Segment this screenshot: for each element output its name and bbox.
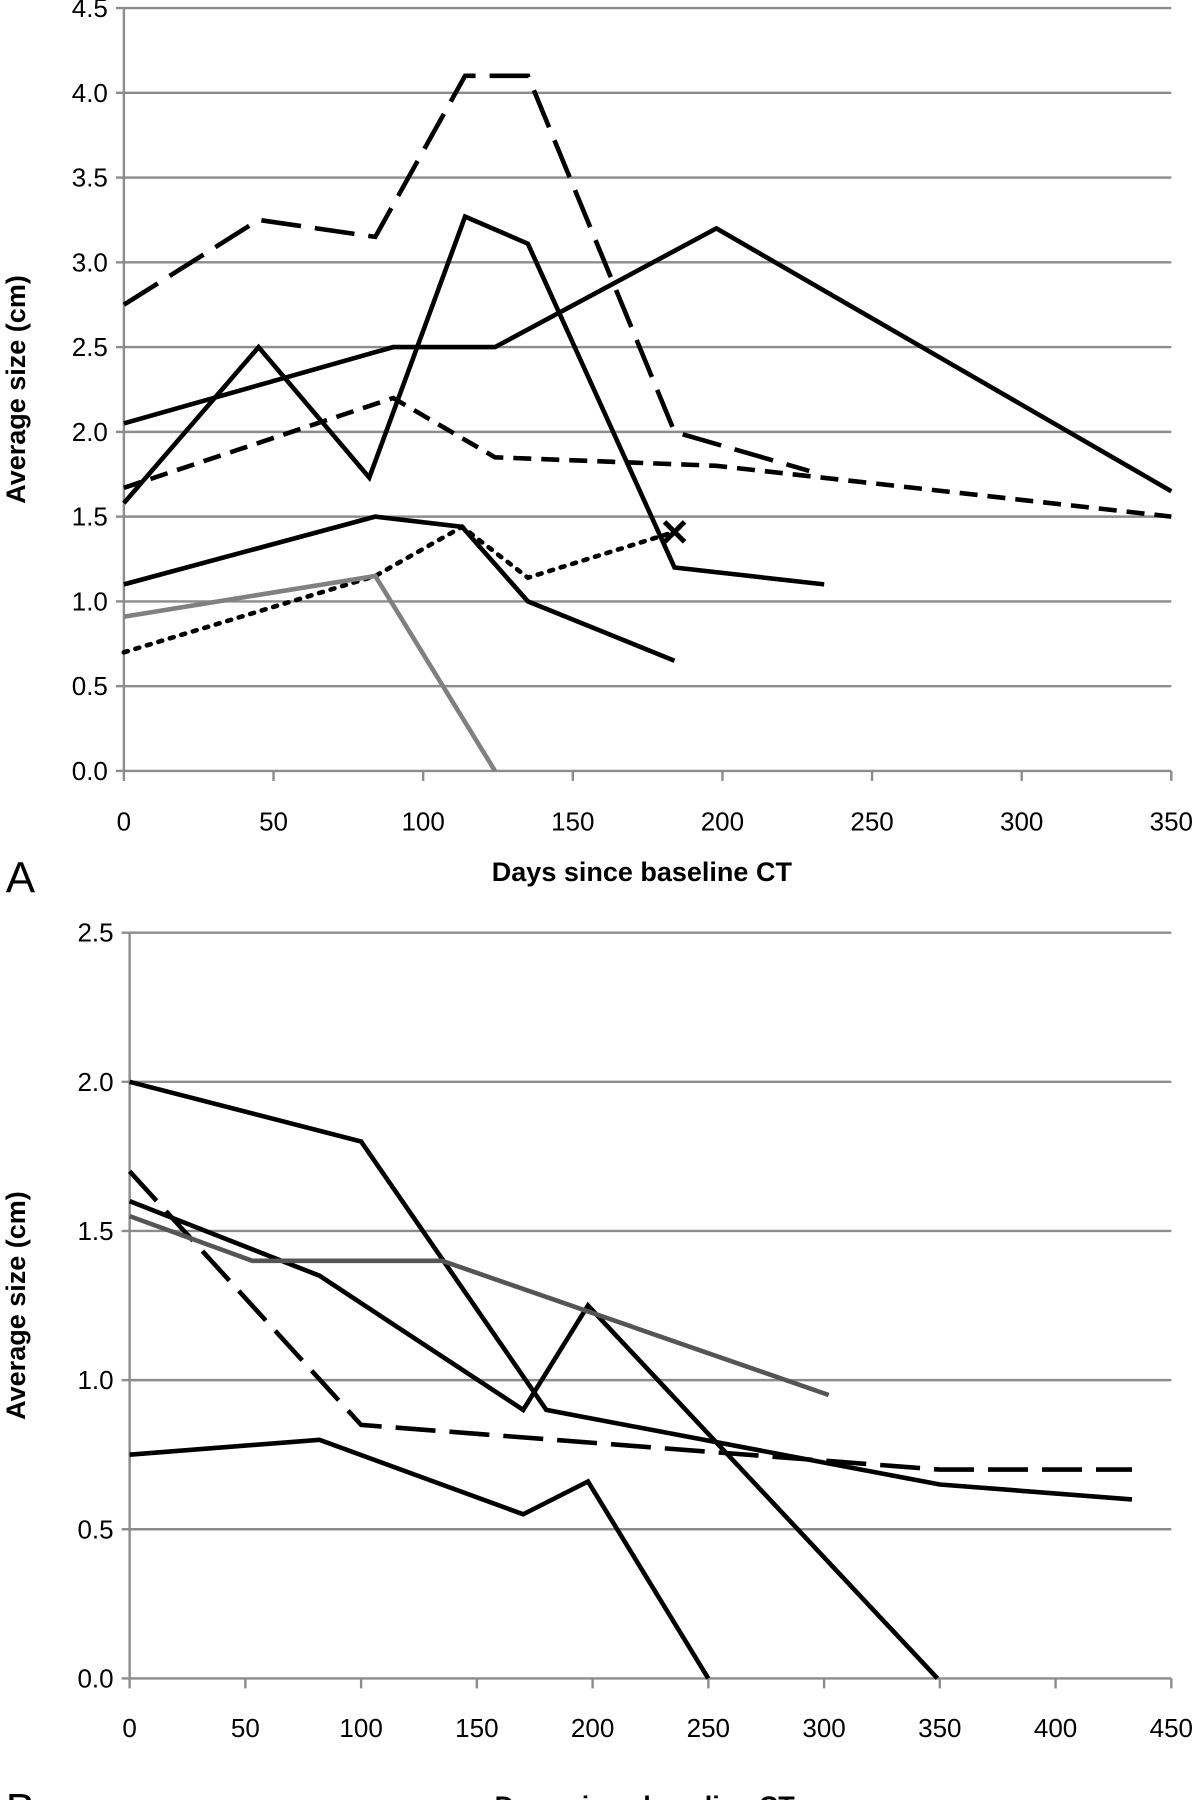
series-line-4 (123, 395, 1172, 519)
y-axis-title: Average size (cm) (1, 1191, 31, 1420)
panel-letter: B (6, 1785, 35, 1800)
x-tick-label: 200 (571, 1713, 614, 1743)
x-tick-label: 150 (455, 1713, 498, 1743)
x-axis-title: Days since baseline CT (495, 1791, 796, 1800)
y-tick-label: 0.0 (77, 1663, 113, 1693)
x-tick-label: 150 (551, 807, 594, 837)
x-tick-label: 250 (687, 1713, 730, 1743)
x-tick-label: 0 (122, 1713, 136, 1743)
x-tick-label: 250 (850, 807, 893, 837)
y-tick-label: 2.5 (72, 332, 108, 362)
x-tick-label: 100 (401, 807, 444, 837)
y-tick-label: 2.5 (77, 918, 113, 948)
y-tick-label: 1.5 (77, 1216, 113, 1246)
y-tick-label: 3.5 (72, 163, 108, 193)
x-tick-label: 350 (918, 1713, 961, 1743)
panel-letter: A (6, 854, 36, 903)
series-line-2 (123, 225, 1173, 494)
series-line-7 (123, 573, 497, 773)
x-tick-label: 200 (701, 807, 744, 837)
x-tick-label: 350 (1150, 807, 1193, 837)
series-line-1 (129, 1079, 1133, 1502)
series-line-6 (121, 524, 677, 655)
y-tick-label: 4.5 (72, 0, 108, 23)
y-tick-label: 0.5 (77, 1514, 113, 1544)
y-axis-title: Average size (cm) (1, 275, 31, 504)
y-tick-label: 1.0 (72, 586, 108, 616)
y-tick-label: 1.5 (72, 502, 108, 532)
y-tick-label: 2.0 (77, 1067, 113, 1097)
series-line-5 (123, 514, 676, 663)
chart-panel-B: 0.0 0.5 1.0 1.5 2.0 2.5 0 50 100 150 200 250 300 350 4… (1, 918, 1193, 1800)
x-tick-label: 400 (1034, 1713, 1077, 1743)
x-marker (662, 520, 687, 544)
y-tick-label: 4.0 (72, 78, 108, 108)
y-tick-label: 0.0 (72, 756, 108, 786)
x-tick-label: 300 (802, 1713, 845, 1743)
series-line-5 (129, 1437, 711, 1680)
series-line-2 (127, 1169, 1132, 1472)
x-tick-label: 100 (339, 1713, 382, 1743)
series-line-1 (122, 73, 810, 474)
series-line-3 (122, 213, 825, 587)
x-tick-label: 0 (117, 807, 131, 837)
x-tick-label: 300 (1000, 807, 1043, 837)
series-line-3 (128, 1198, 940, 1680)
x-tick-label: 50 (259, 807, 288, 837)
x-tick-label: 50 (231, 1713, 260, 1743)
x-axis-title: Days since baseline CT (492, 857, 793, 887)
y-tick-label: 3.0 (72, 247, 108, 277)
chart-panel-A: 0.0 0.5 1.0 1.5 2.0 2.5 3.0 3.5 4.0 4.5 0 50 100 150 2… (1, 0, 1193, 903)
x-tick-label: 450 (1150, 1713, 1193, 1743)
y-tick-label: 0.5 (72, 671, 108, 701)
y-tick-label: 1.0 (77, 1365, 113, 1395)
y-tick-label: 2.0 (72, 417, 108, 447)
series-line-4 (128, 1213, 830, 1398)
